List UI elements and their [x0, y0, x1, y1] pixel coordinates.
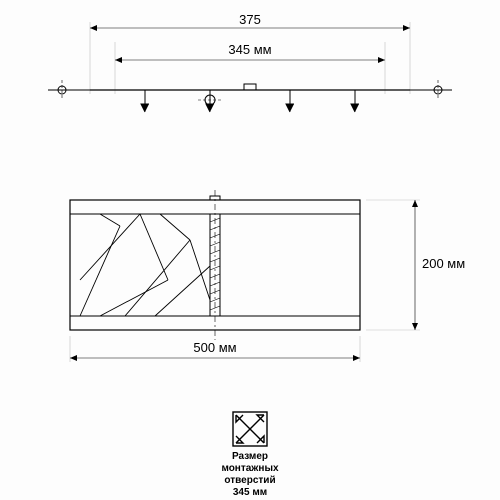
cracked-glass-pattern	[80, 214, 210, 316]
footer-caption: Размер монтажных отверстий 345 мм	[0, 448, 500, 499]
front-view	[70, 190, 360, 340]
top-dim-375	[90, 22, 410, 94]
mounting-size-icon	[233, 412, 267, 446]
footer-line3: отверстий	[0, 475, 500, 487]
label-200: 200 мм	[422, 256, 492, 271]
footer-line1: Размер	[0, 451, 500, 463]
top-profile	[48, 80, 452, 112]
footer-line2: монтажных	[0, 463, 500, 475]
front-dim-height	[366, 200, 420, 330]
label-375: 375	[90, 12, 410, 27]
footer-line4: 345 мм	[0, 487, 500, 499]
label-500: 500 мм	[70, 340, 360, 355]
drawing-svg	[0, 0, 500, 500]
label-345: 345 мм	[115, 42, 385, 57]
technical-drawing: { "colors": { "line": "#000000", "guide"…	[0, 0, 500, 500]
